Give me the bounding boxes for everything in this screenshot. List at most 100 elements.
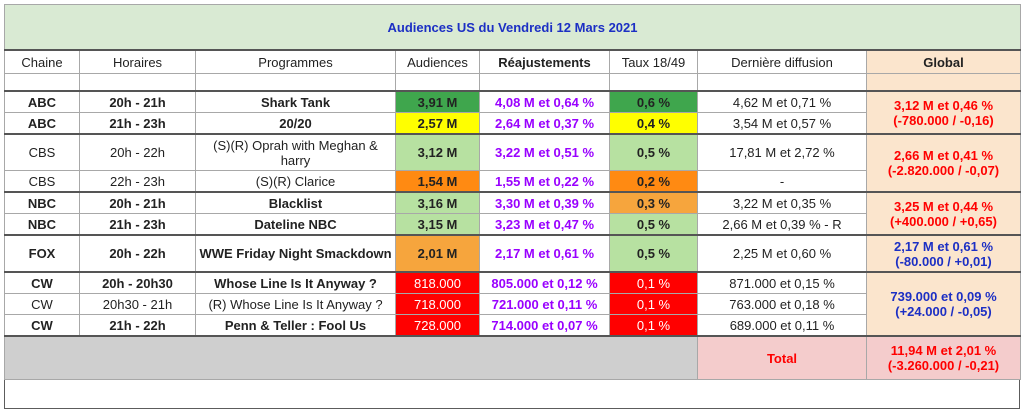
chaine-cell: FOX [4, 234, 80, 273]
table-row: CW 20h - 20h30 Whose Line Is It Anyway ?… [4, 271, 1021, 337]
derniere-cell: 689.000 et 0,11 % [697, 314, 867, 337]
header-taux: Taux 18/49 [609, 49, 698, 74]
programme-cell: (R) Whose Line Is It Anyway ? [195, 293, 396, 315]
audience-cell: 1,54 M [395, 170, 480, 193]
programme-cell: (S)(R) Clarice [195, 170, 396, 193]
programme-cell: Penn & Teller : Fool Us [195, 314, 396, 337]
global-nbc: 3,25 M et 0,44 % (+400.000 / +0,65) [866, 191, 1021, 236]
chaine-cell: CW [4, 271, 80, 294]
derniere-cell: 2,66 M et 0,39 % - R [697, 213, 867, 236]
header-chaine: Chaine [4, 49, 80, 74]
audience-cell: 3,91 M [395, 90, 480, 113]
header-derniere: Dernière diffusion [697, 49, 867, 74]
audience-cell: 3,12 M [395, 133, 480, 171]
derniere-cell: 2,25 M et 0,60 % [697, 234, 867, 273]
taux-cell: 0,5 % [609, 234, 698, 273]
horaires-cell: 22h - 23h [79, 170, 196, 193]
reajust-cell: 4,08 M et 0,64 % [479, 90, 610, 113]
horaires-cell: 20h - 22h [79, 133, 196, 171]
derniere-cell: - [697, 170, 867, 193]
table-title: Audiences US du Vendredi 12 Mars 2021 [4, 4, 1021, 51]
horaires-cell: 20h - 20h30 [79, 271, 196, 294]
taux-cell: 0,1 % [609, 271, 698, 294]
derniere-cell: 4,62 M et 0,71 % [697, 90, 867, 113]
chaine-cell: NBC [4, 213, 80, 236]
programme-cell: Dateline NBC [195, 213, 396, 236]
audience-cell: 3,16 M [395, 191, 480, 214]
global-cw: 739.000 et 0,09 % (+24.000 / -0,05) [866, 271, 1021, 337]
reajust-cell: 2,64 M et 0,37 % [479, 112, 610, 135]
header-row: Chaine Horaires Programmes Audiences Réa… [4, 49, 1021, 74]
header-horaires: Horaires [79, 49, 196, 74]
reajust-cell: 721.000 et 0,11 % [479, 293, 610, 315]
derniere-cell: 763.000 et 0,18 % [697, 293, 867, 315]
taux-cell: 0,6 % [609, 90, 698, 113]
table-row: NBC 20h - 21h Blacklist 3,16 M 3,30 M et… [4, 191, 1021, 236]
total-value: 11,94 M et 2,01 % (-3.260.000 / -0,21) [866, 335, 1021, 380]
taux-cell: 0,4 % [609, 112, 698, 135]
chaine-cell: NBC [4, 191, 80, 214]
audience-table: Audiences US du Vendredi 12 Mars 2021 Ch… [4, 4, 1021, 380]
programme-cell: Blacklist [195, 191, 396, 214]
taux-cell: 0,5 % [609, 213, 698, 236]
header-audiences: Audiences [395, 49, 480, 74]
taux-cell: 0,2 % [609, 170, 698, 193]
programme-cell: (S)(R) Oprah with Meghan & harry [195, 133, 396, 171]
audience-cell: 2,01 M [395, 234, 480, 273]
table-row: FOX 20h - 22h WWE Friday Night Smackdown… [4, 234, 1021, 273]
chaine-cell: ABC [4, 112, 80, 135]
horaires-cell: 20h - 21h [79, 191, 196, 214]
global-abc: 3,12 M et 0,46 % (-780.000 / -0,16) [866, 90, 1021, 135]
derniere-cell: 3,54 M et 0,57 % [697, 112, 867, 135]
audience-cell: 2,57 M [395, 112, 480, 135]
programme-cell: Whose Line Is It Anyway ? [195, 271, 396, 294]
programme-cell: WWE Friday Night Smackdown [195, 234, 396, 273]
table-row: ABC 20h - 21h Shark Tank 3,91 M 4,08 M e… [4, 90, 1021, 135]
reajust-cell: 3,23 M et 0,47 % [479, 213, 610, 236]
audience-cell: 3,15 M [395, 213, 480, 236]
reajust-cell: 3,22 M et 0,51 % [479, 133, 610, 171]
header-programmes: Programmes [195, 49, 396, 74]
audience-cell: 718.000 [395, 293, 480, 315]
header-global: Global [866, 49, 1021, 74]
table-row: ABC 21h - 23h 20/20 2,57 M 2,64 M et 0,3… [4, 112, 1021, 135]
taux-cell: 0,5 % [609, 133, 698, 171]
horaires-cell: 20h - 22h [79, 234, 196, 273]
horaires-cell: 20h - 21h [79, 90, 196, 113]
taux-cell: 0,3 % [609, 191, 698, 214]
header-reajustements: Réajustements [479, 49, 610, 74]
spacer-row [4, 73, 1021, 92]
reajust-cell: 2,17 M et 0,61 % [479, 234, 610, 273]
chaine-cell: CBS [4, 133, 80, 171]
table-row: NBC 21h - 23h Dateline NBC 3,15 M 3,23 M… [4, 213, 1021, 236]
taux-cell: 0,1 % [609, 314, 698, 337]
reajust-cell: 3,30 M et 0,39 % [479, 191, 610, 214]
reajust-cell: 1,55 M et 0,22 % [479, 170, 610, 193]
chaine-cell: CBS [4, 170, 80, 193]
programme-cell: Shark Tank [195, 90, 396, 113]
reajust-cell: 805.000 et 0,12 % [479, 271, 610, 294]
total-label: Total [697, 335, 867, 380]
horaires-cell: 21h - 23h [79, 213, 196, 236]
derniere-cell: 3,22 M et 0,35 % [697, 191, 867, 214]
chaine-cell: ABC [4, 90, 80, 113]
reajust-cell: 714.000 et 0,07 % [479, 314, 610, 337]
horaires-cell: 21h - 23h [79, 112, 196, 135]
global-cbs: 2,66 M et 0,41 % (-2.820.000 / -0,07) [866, 133, 1021, 193]
table-row: CW 21h - 22h Penn & Teller : Fool Us 728… [4, 314, 1021, 337]
table-row: CBS 20h - 22h (S)(R) Oprah with Meghan &… [4, 133, 1021, 193]
table-row: CW 20h30 - 21h (R) Whose Line Is It Anyw… [4, 293, 1021, 315]
total-blank [4, 335, 698, 380]
audience-cell: 818.000 [395, 271, 480, 294]
taux-cell: 0,1 % [609, 293, 698, 315]
horaires-cell: 21h - 22h [79, 314, 196, 337]
horaires-cell: 20h30 - 21h [79, 293, 196, 315]
derniere-cell: 17,81 M et 2,72 % [697, 133, 867, 171]
chaine-cell: CW [4, 293, 80, 315]
total-row: Total 11,94 M et 2,01 % (-3.260.000 / -0,… [4, 335, 1021, 380]
chaine-cell: CW [4, 314, 80, 337]
derniere-cell: 871.000 et 0,15 % [697, 271, 867, 294]
programme-cell: 20/20 [195, 112, 396, 135]
global-fox: 2,17 M et 0,61 % (-80.000 / +0,01) [866, 234, 1021, 273]
audience-cell: 728.000 [395, 314, 480, 337]
